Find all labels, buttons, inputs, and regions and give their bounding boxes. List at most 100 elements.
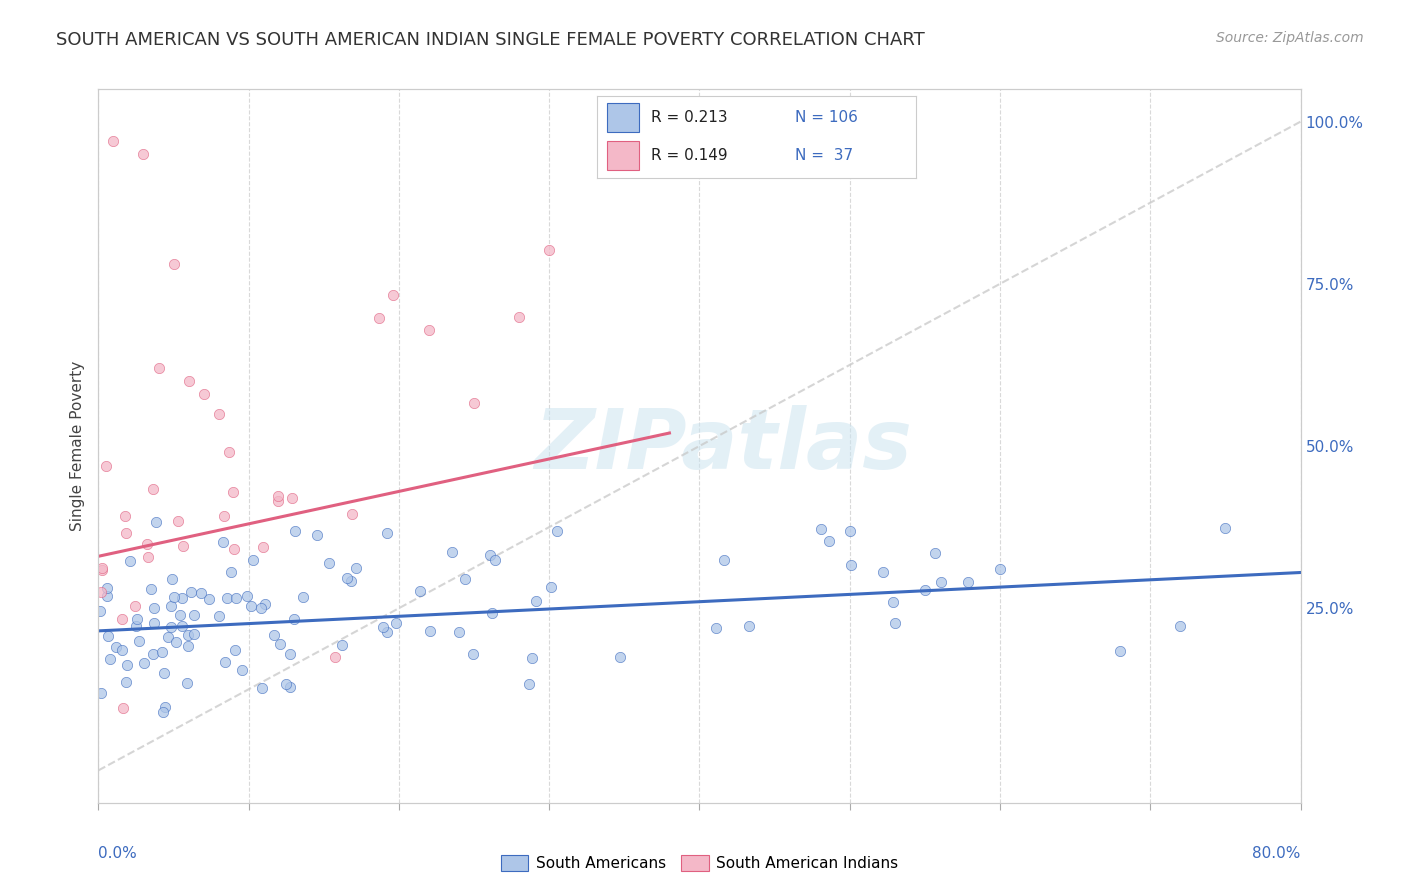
Point: [929, 574, 952, 589]
Point: [463, 396, 485, 410]
Point: [344, 561, 367, 575]
Point: [546, 524, 568, 538]
Point: [340, 508, 363, 522]
Point: [98, 652, 121, 666]
Point: [112, 700, 135, 714]
Point: [738, 619, 761, 633]
Point: [160, 620, 183, 634]
Point: [153, 665, 176, 680]
Point: [163, 591, 186, 605]
Point: [484, 553, 506, 567]
Text: ZIPatlas: ZIPatlas: [534, 406, 912, 486]
Point: [132, 147, 155, 161]
Point: [208, 407, 231, 421]
Point: [183, 627, 205, 641]
Point: [89, 604, 111, 618]
Point: [115, 526, 138, 541]
Point: [111, 612, 134, 626]
Point: [704, 621, 727, 635]
Point: [988, 562, 1011, 576]
Point: [180, 584, 202, 599]
Point: [323, 649, 346, 664]
Point: [280, 491, 302, 505]
Point: [170, 591, 193, 605]
Point: [103, 134, 125, 148]
Point: [250, 601, 273, 615]
Point: [104, 640, 127, 655]
Point: [225, 591, 247, 605]
Point: [143, 616, 166, 631]
Text: Source: ZipAtlas.com: Source: ZipAtlas.com: [1216, 31, 1364, 45]
Point: [222, 485, 245, 500]
Point: [139, 582, 162, 596]
Point: [540, 580, 562, 594]
Point: [538, 243, 561, 257]
Point: [418, 323, 440, 337]
Point: [214, 656, 236, 670]
Point: [197, 592, 219, 607]
Point: [508, 310, 530, 324]
Point: [1170, 618, 1192, 632]
Point: [169, 607, 191, 622]
Point: [318, 557, 340, 571]
Point: [176, 676, 198, 690]
Point: [924, 545, 946, 559]
Point: [1215, 520, 1237, 534]
Point: [517, 676, 540, 690]
Point: [839, 558, 862, 573]
Text: 0.0%: 0.0%: [98, 846, 138, 861]
Point: [884, 615, 907, 630]
Point: [330, 638, 353, 652]
Point: [142, 483, 165, 497]
Point: [193, 387, 215, 401]
Point: [127, 612, 149, 626]
Point: [145, 515, 167, 529]
Point: [340, 574, 363, 588]
Point: [818, 533, 841, 548]
Point: [453, 573, 475, 587]
Point: [222, 542, 245, 557]
Legend: South Americans, South American Indians: South Americans, South American Indians: [495, 849, 904, 877]
Point: [461, 647, 484, 661]
Point: [142, 647, 165, 661]
Point: [956, 574, 979, 589]
Point: [177, 640, 200, 654]
Text: SOUTH AMERICAN VS SOUTH AMERICAN INDIAN SINGLE FEMALE POVERTY CORRELATION CHART: SOUTH AMERICAN VS SOUTH AMERICAN INDIAN …: [56, 31, 925, 49]
Point: [522, 651, 544, 665]
Point: [283, 611, 305, 625]
Point: [183, 607, 205, 622]
Point: [224, 643, 246, 657]
Point: [152, 645, 174, 659]
Point: [136, 550, 159, 565]
Text: 80.0%: 80.0%: [1253, 846, 1301, 861]
Point: [375, 624, 398, 639]
Point: [375, 525, 398, 540]
Point: [96, 590, 118, 604]
Point: [231, 663, 253, 677]
Point: [284, 524, 307, 539]
Point: [90, 584, 112, 599]
Point: [1109, 644, 1132, 658]
Point: [810, 523, 832, 537]
Point: [111, 643, 134, 657]
Point: [90, 686, 112, 700]
Point: [218, 445, 240, 459]
Point: [478, 548, 501, 562]
Point: [162, 257, 184, 271]
Point: [136, 537, 159, 551]
Point: [609, 649, 631, 664]
Point: [172, 539, 194, 553]
Point: [254, 597, 277, 611]
Point: [307, 528, 329, 542]
Point: [221, 565, 243, 579]
Point: [162, 573, 184, 587]
Point: [336, 571, 359, 585]
Point: [177, 374, 200, 388]
Point: [125, 619, 148, 633]
Point: [236, 589, 259, 603]
Point: [170, 619, 193, 633]
Point: [266, 494, 288, 508]
Point: [441, 545, 464, 559]
Point: [882, 595, 904, 609]
Point: [212, 509, 235, 524]
